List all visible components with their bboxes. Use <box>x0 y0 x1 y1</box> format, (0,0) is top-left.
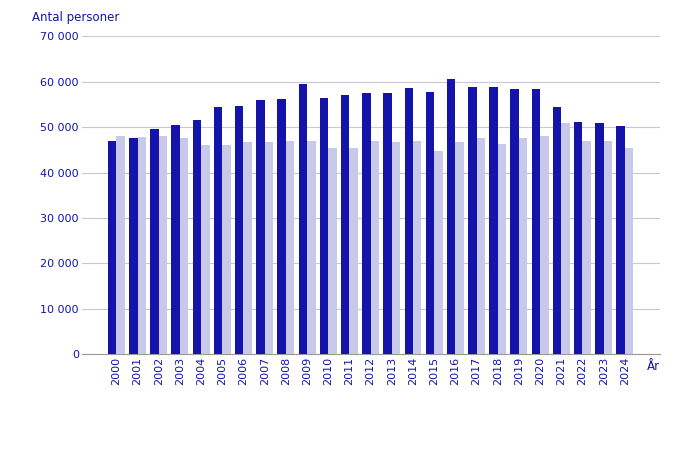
Bar <box>214 107 222 354</box>
Bar <box>540 136 549 354</box>
Text: Antal personer: Antal personer <box>33 10 120 24</box>
Bar <box>362 93 371 354</box>
Bar <box>222 145 231 354</box>
Bar <box>116 136 125 354</box>
Bar <box>341 95 350 354</box>
Bar <box>108 141 116 354</box>
Bar <box>129 138 137 354</box>
Bar <box>426 92 434 354</box>
Bar <box>519 138 528 354</box>
Bar <box>192 120 201 354</box>
Bar <box>595 123 604 354</box>
Bar <box>413 141 422 354</box>
Bar <box>180 138 188 354</box>
Bar <box>277 99 286 354</box>
Bar <box>625 148 633 354</box>
Bar <box>243 142 252 354</box>
Bar <box>320 98 328 354</box>
Bar <box>434 151 443 354</box>
Bar <box>392 142 401 354</box>
Bar <box>328 148 337 354</box>
Bar <box>201 145 209 354</box>
Bar <box>235 106 243 354</box>
Bar <box>456 142 464 354</box>
Bar <box>604 141 612 354</box>
Bar <box>150 129 158 354</box>
Bar <box>171 125 180 354</box>
Bar <box>371 141 379 354</box>
Bar <box>498 144 506 354</box>
Bar <box>511 89 519 354</box>
Bar <box>137 137 146 354</box>
Bar <box>574 122 583 354</box>
Bar <box>299 84 307 354</box>
Bar <box>405 88 413 354</box>
Bar <box>286 141 294 354</box>
Text: År: År <box>647 360 660 374</box>
Bar <box>468 87 477 354</box>
Bar <box>158 136 167 354</box>
Bar <box>583 141 591 354</box>
Bar <box>384 93 392 354</box>
Bar <box>532 89 540 354</box>
Bar <box>553 107 561 354</box>
Bar <box>561 123 570 354</box>
Bar <box>307 141 316 354</box>
Bar <box>477 138 485 354</box>
Bar <box>489 87 498 354</box>
Bar <box>256 100 265 354</box>
Bar <box>350 148 358 354</box>
Bar <box>265 142 273 354</box>
Bar <box>616 126 625 354</box>
Bar <box>447 79 456 354</box>
